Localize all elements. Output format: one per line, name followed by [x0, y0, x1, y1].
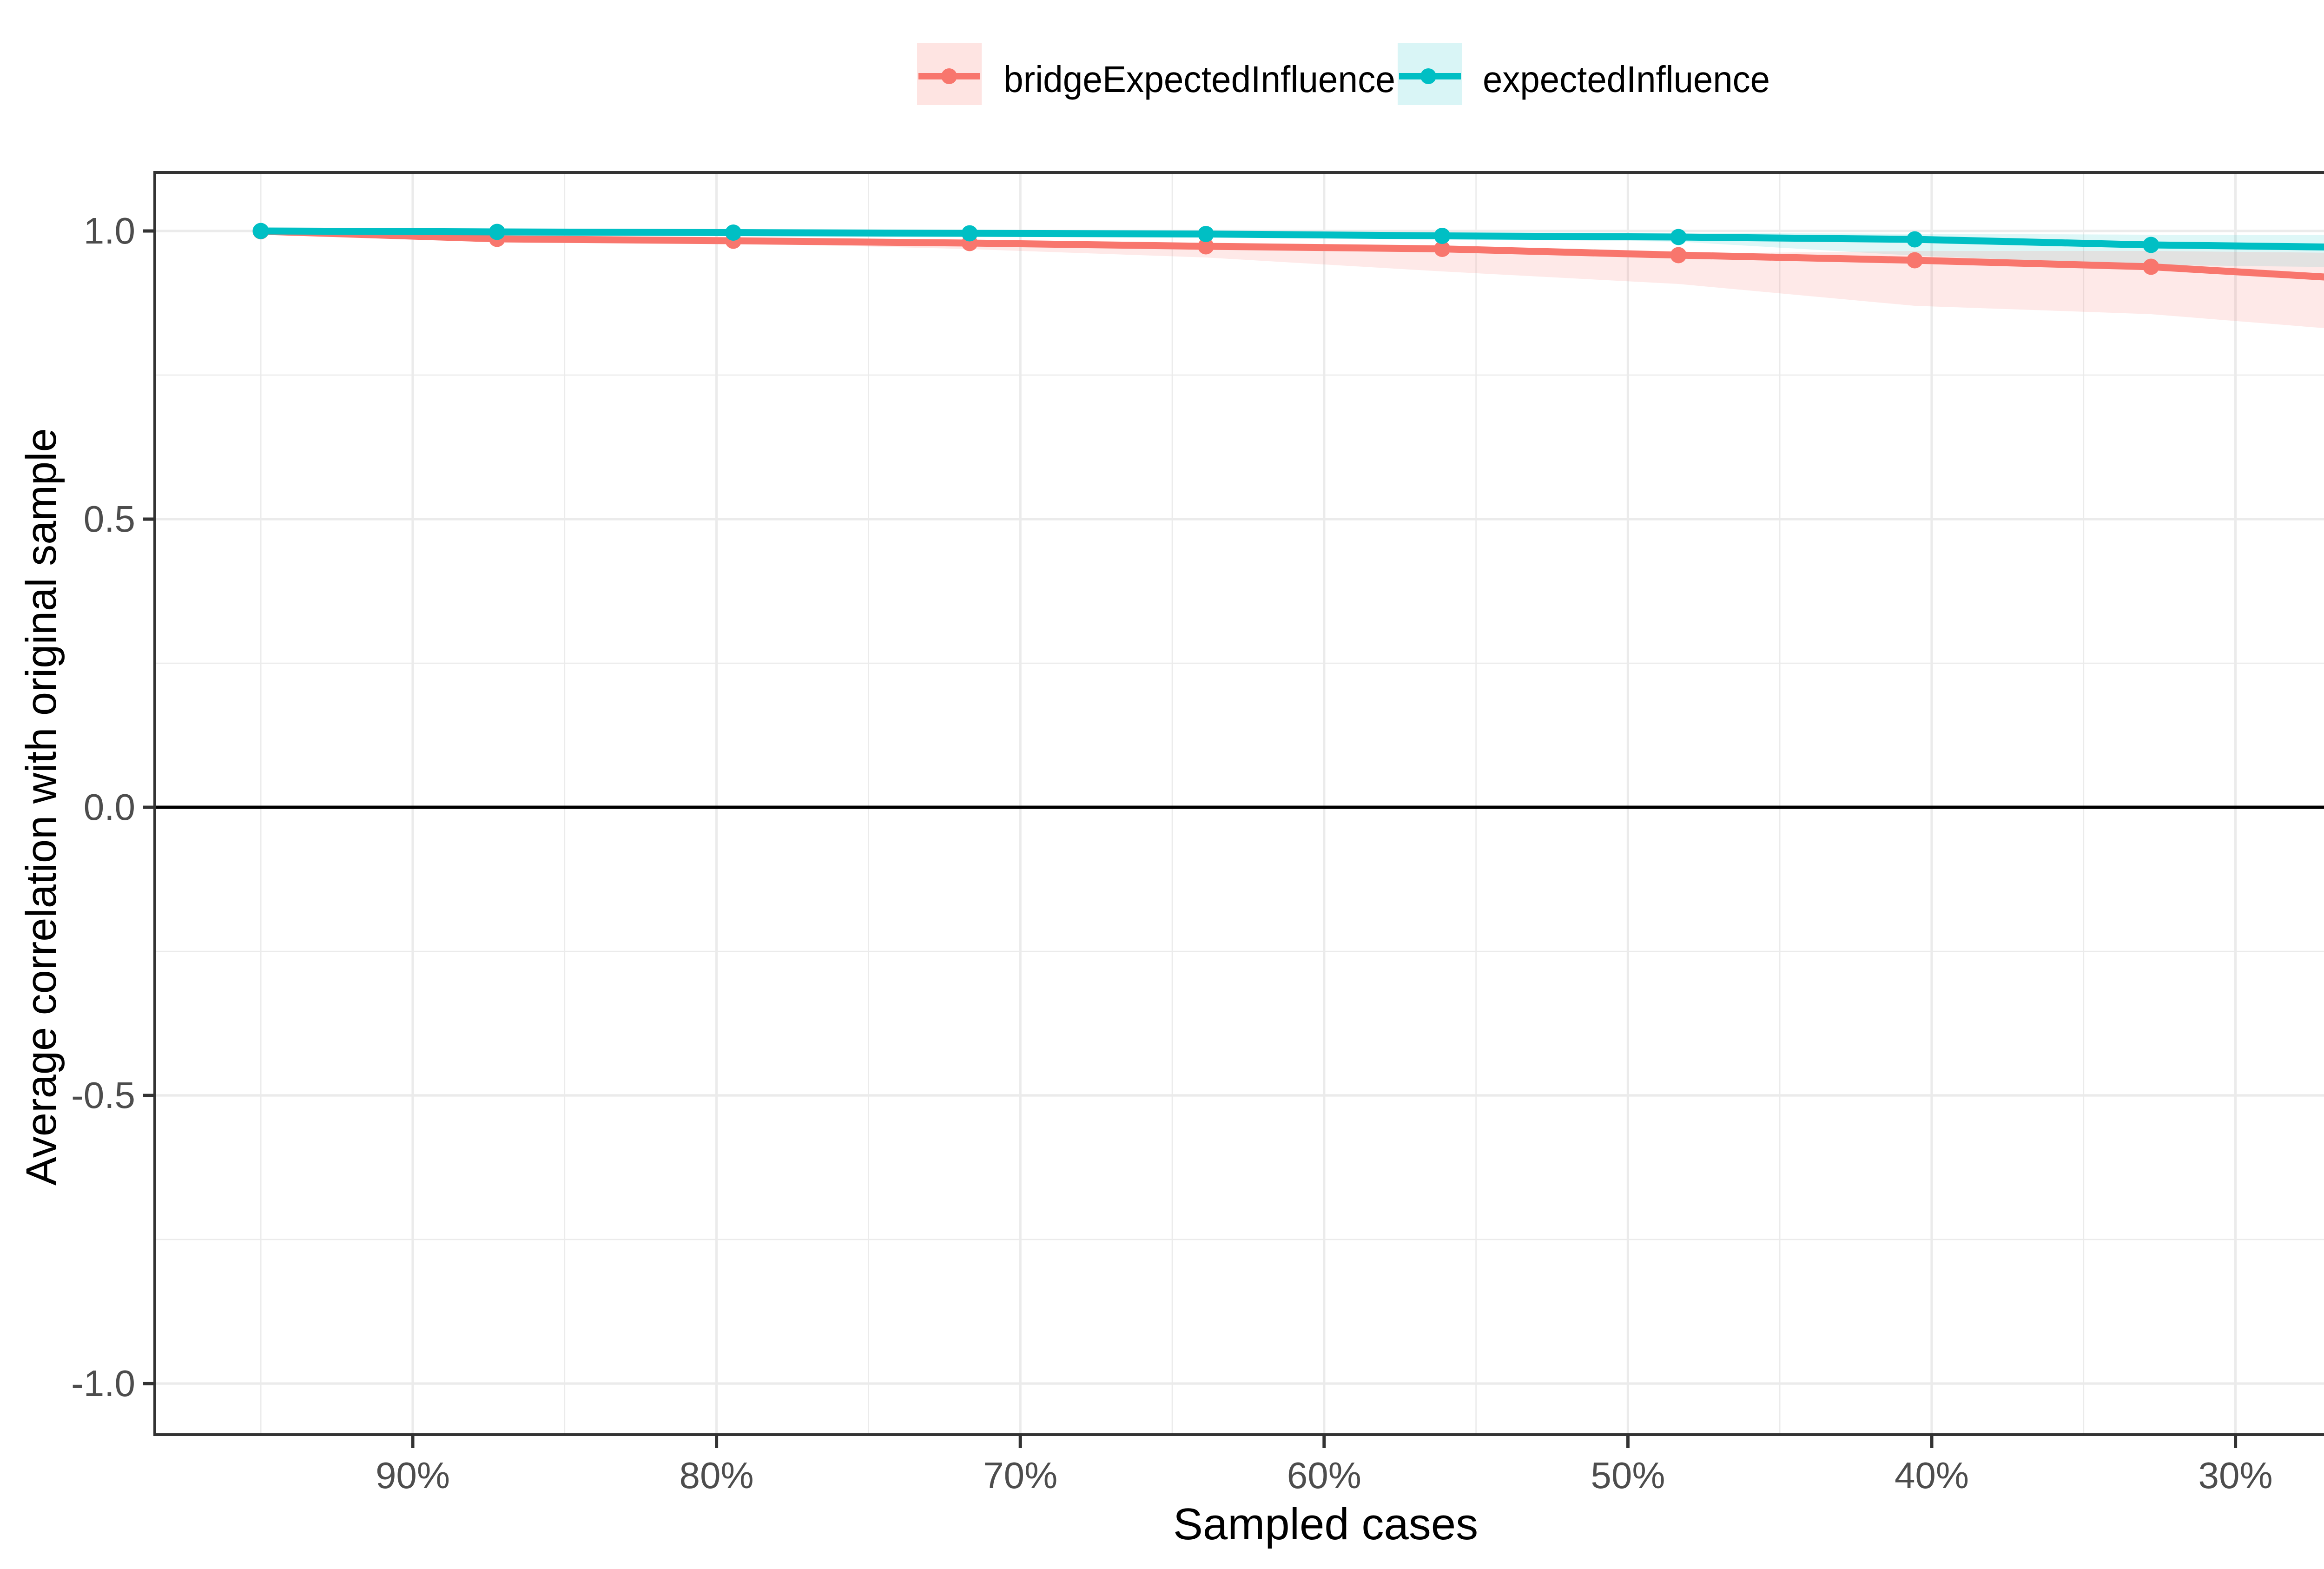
svg-text:70%: 70%	[983, 1455, 1057, 1496]
svg-text:50%: 50%	[1591, 1455, 1665, 1496]
svg-text:60%: 60%	[1287, 1455, 1361, 1496]
svg-text:Average correlation with origi: Average correlation with original sample	[18, 428, 65, 1186]
svg-text:90%: 90%	[376, 1455, 450, 1496]
svg-text:0.0: 0.0	[84, 786, 135, 828]
svg-text:80%: 80%	[680, 1455, 754, 1496]
svg-text:-1.0: -1.0	[71, 1363, 135, 1404]
svg-text:40%: 40%	[1895, 1455, 1969, 1496]
svg-text:1.0: 1.0	[84, 210, 135, 251]
svg-text:30%: 30%	[2199, 1455, 2273, 1496]
svg-text:0.5: 0.5	[84, 498, 135, 540]
svg-text:-0.5: -0.5	[71, 1075, 135, 1116]
svg-text:bridgeExpectedInfluence: bridgeExpectedInfluence	[1004, 59, 1395, 100]
svg-text:Sampled cases: Sampled cases	[1173, 1499, 1478, 1549]
svg-text:expectedInfluence: expectedInfluence	[1483, 59, 1770, 100]
